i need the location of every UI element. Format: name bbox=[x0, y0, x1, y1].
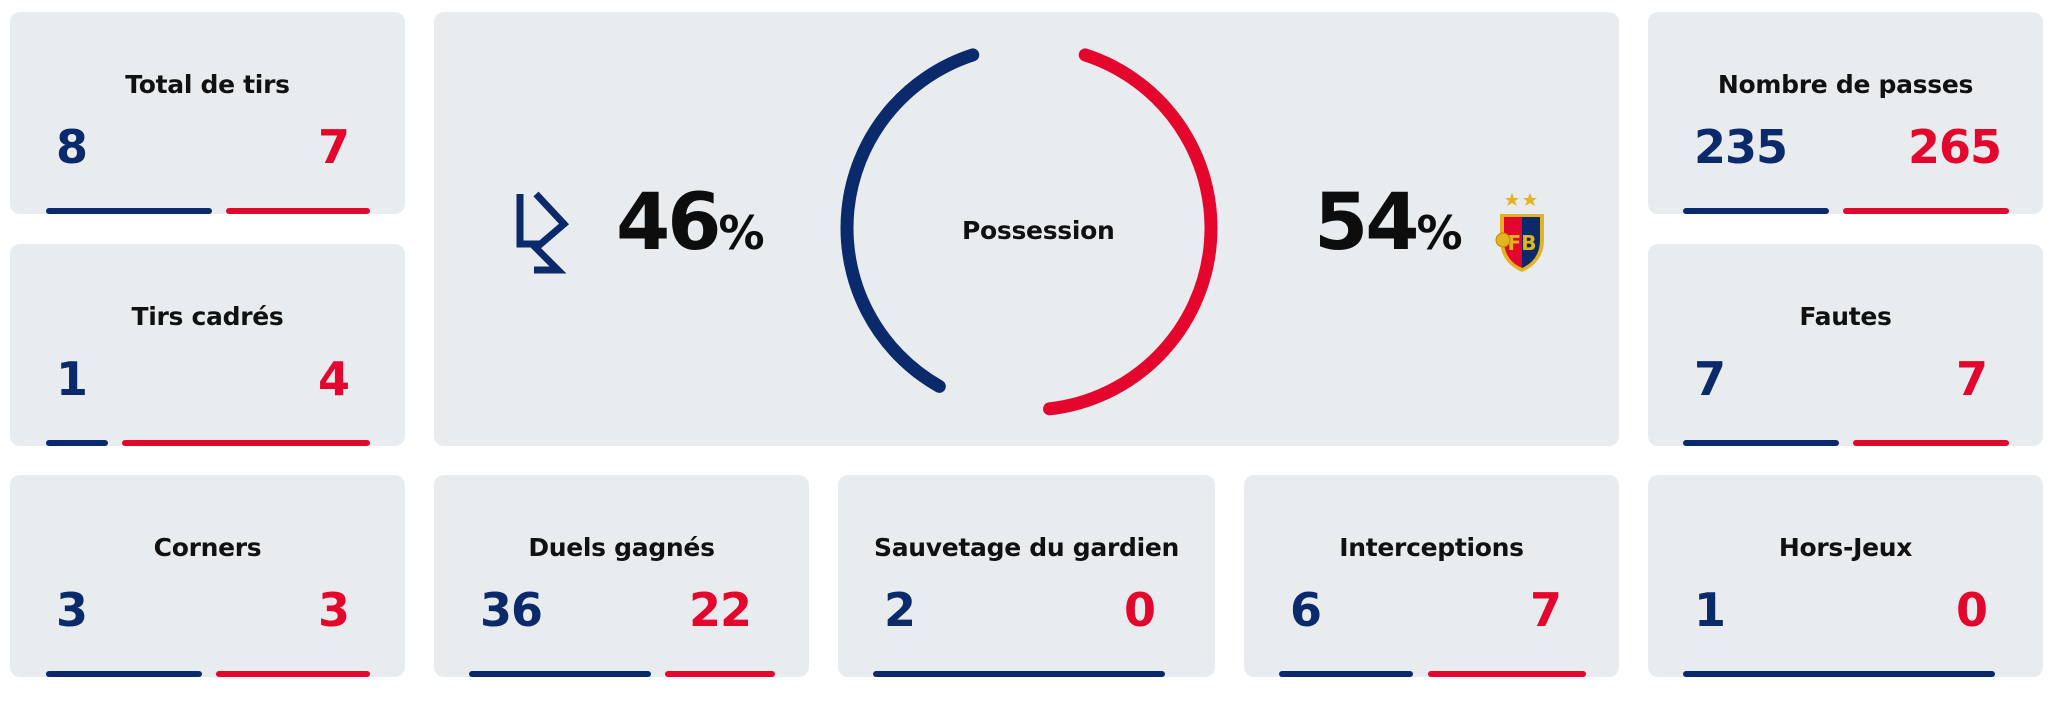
stat-card-passes: Nombre de passes 235 265 bbox=[1648, 12, 2043, 214]
home-bar bbox=[46, 671, 202, 677]
away-bar bbox=[665, 671, 775, 677]
home-bar bbox=[1279, 671, 1413, 677]
svg-text:FB: FB bbox=[1508, 231, 1537, 255]
home-bar bbox=[46, 208, 212, 214]
possession-label: Possession bbox=[962, 216, 1115, 245]
stat-card-offsides: Hors-Jeux 1 0 bbox=[1648, 475, 2043, 677]
stat-card-goalkeeper-saves: Sauvetage du gardien 2 0 bbox=[838, 475, 1215, 677]
away-possession-value: 54% bbox=[1314, 184, 1463, 262]
possession-donut bbox=[840, 48, 1218, 416]
stat-title: Duels gagnés bbox=[528, 533, 715, 562]
home-value: 36 bbox=[480, 583, 543, 637]
home-value: 8 bbox=[56, 120, 88, 174]
home-value: 1 bbox=[1694, 583, 1726, 637]
away-value: 0 bbox=[1955, 583, 1988, 637]
away-value: 7 bbox=[1529, 583, 1562, 637]
home-bar bbox=[46, 440, 108, 446]
stat-card-corners: Corners 3 3 bbox=[10, 475, 405, 677]
basel-crest: FB bbox=[1492, 190, 1552, 276]
away-bar bbox=[1843, 208, 2009, 214]
home-possession-value: 46% bbox=[616, 184, 765, 262]
stat-card-interceptions: Interceptions 6 7 bbox=[1244, 475, 1619, 677]
stat-card-shots-on-target: Tirs cadrés 1 4 bbox=[10, 244, 405, 446]
stat-title: Total de tirs bbox=[125, 70, 290, 99]
away-value: 4 bbox=[317, 352, 350, 406]
stat-title: Sauvetage du gardien bbox=[873, 533, 1179, 562]
home-bar bbox=[469, 671, 651, 677]
away-value: 0 bbox=[1123, 583, 1156, 637]
stat-title: Corners bbox=[153, 533, 262, 562]
away-value: 22 bbox=[688, 583, 752, 637]
away-possession-number: 54 bbox=[1314, 178, 1420, 268]
home-value: 6 bbox=[1290, 583, 1322, 637]
home-bar bbox=[1683, 671, 1995, 677]
home-value: 235 bbox=[1694, 120, 1788, 174]
stat-title: Fautes bbox=[1799, 302, 1892, 331]
away-value: 7 bbox=[317, 120, 350, 174]
away-bar bbox=[1853, 440, 2009, 446]
away-bar bbox=[1428, 671, 1586, 677]
home-bar bbox=[1683, 208, 1829, 214]
home-value: 3 bbox=[56, 583, 88, 637]
stat-title: Tirs cadrés bbox=[131, 302, 284, 331]
away-value: 265 bbox=[1907, 120, 2002, 174]
home-value: 1 bbox=[56, 352, 88, 406]
home-bar bbox=[873, 671, 1165, 677]
home-bar bbox=[1683, 440, 1839, 446]
stat-title: Nombre de passes bbox=[1717, 70, 1974, 99]
percent-sign: % bbox=[718, 206, 765, 260]
stat-title: Hors-Jeux bbox=[1778, 533, 1913, 562]
away-value: 7 bbox=[1955, 352, 1988, 406]
home-value: 7 bbox=[1694, 352, 1726, 406]
stat-card-duels-won: Duels gagnés 36 22 bbox=[434, 475, 809, 677]
home-value: 2 bbox=[884, 583, 916, 637]
home-possession-arc bbox=[840, 48, 980, 393]
home-possession-number: 46 bbox=[616, 178, 722, 268]
stat-card-total-shots: Total de tirs 8 7 bbox=[10, 12, 405, 214]
away-value: 3 bbox=[317, 583, 350, 637]
away-bar bbox=[122, 440, 370, 446]
away-bar bbox=[216, 671, 370, 677]
stat-title: Interceptions bbox=[1339, 533, 1524, 562]
lausanne-logo bbox=[512, 190, 574, 276]
percent-sign: % bbox=[1416, 206, 1463, 260]
possession-card: 46% Possession 54% FB bbox=[434, 12, 1619, 446]
away-bar bbox=[226, 208, 370, 214]
stat-card-fouls: Fautes 7 7 bbox=[1648, 244, 2043, 446]
away-possession-arc bbox=[1043, 48, 1218, 416]
